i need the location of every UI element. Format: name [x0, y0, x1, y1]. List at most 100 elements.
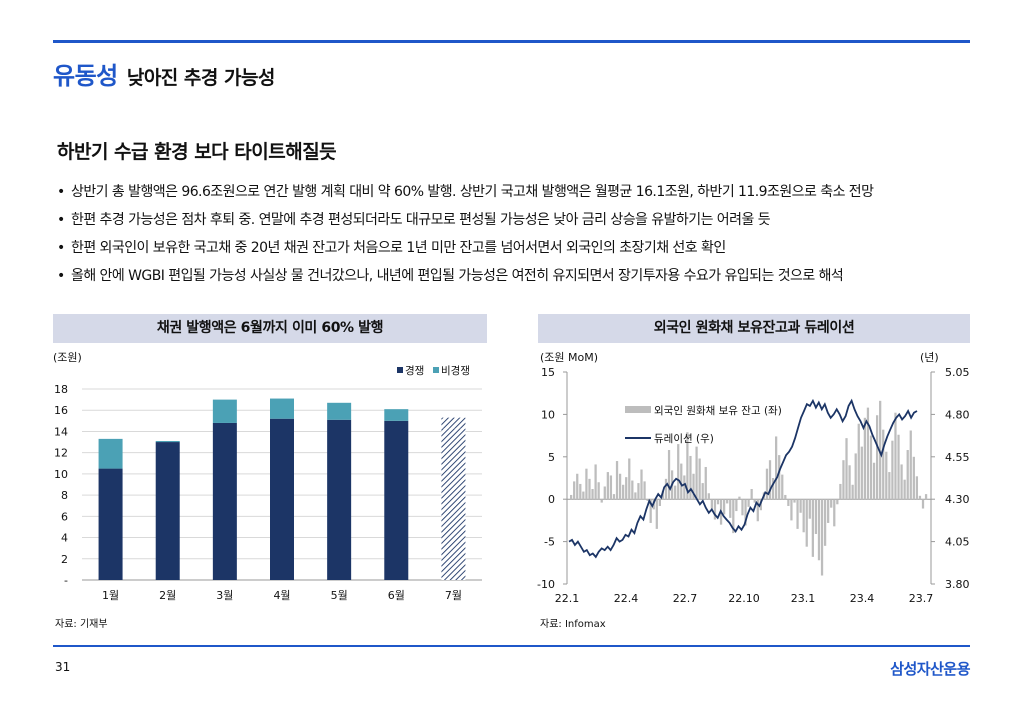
- holding-bar: [771, 478, 775, 500]
- holding-bar: [906, 450, 909, 500]
- holding-bar: [637, 483, 640, 500]
- page-title-main: 유동성: [53, 62, 118, 90]
- holding-bar: [833, 499, 836, 527]
- section-heading: 하반기 수급 환경 보다 타이트해질듯: [57, 141, 337, 163]
- holding-bar: [655, 499, 658, 529]
- right-left-tick-label: 5: [548, 451, 555, 464]
- page-title: 유동성 낮아진 추경 가능성: [53, 56, 275, 91]
- bar-competitive: [327, 419, 352, 580]
- holding-bar: [698, 458, 701, 500]
- holding-bar: [603, 486, 606, 500]
- right-x-tick-label: 23.4: [850, 592, 875, 605]
- right-left-tick-label: 10: [541, 408, 555, 421]
- bullet-dot: •: [57, 240, 65, 256]
- right-chart-title: 외국인 원화채 보유잔고과 듀레이션: [538, 314, 970, 343]
- holding-bar: [894, 412, 897, 500]
- right-combo-chart: 15 10 5 0 -5 -10 5.05 4.80 4.55 4.30 4.05 3.80 22.1 2…: [537, 366, 969, 605]
- left-x-tick-label: 1월: [102, 589, 119, 602]
- holding-bar: [811, 499, 814, 557]
- holding-bar: [618, 473, 622, 500]
- bar-competitive: [212, 422, 237, 580]
- holding-bar: [667, 450, 671, 500]
- left-y-tick-label: 12: [54, 447, 68, 460]
- bar-competitive: [384, 420, 409, 580]
- left-y-tick-label: -: [64, 574, 68, 587]
- right-x-tick-label: 23.1: [791, 592, 816, 605]
- left-x-tick-label: 6월: [388, 589, 405, 602]
- right-unit-left: (조원 MoM): [540, 351, 598, 364]
- right-x-tick-label: 22.1: [555, 592, 580, 605]
- holding-bar: [799, 499, 802, 513]
- holding-bar: [579, 483, 582, 500]
- right-unit-right: (년): [920, 351, 939, 364]
- bullet-list: • 상반기 총 발행액은 96.6조원으로 연간 발행 계획 대비 약 60% 발…: [57, 178, 874, 290]
- left-y-tick-label: 6: [61, 510, 68, 523]
- top-rule: [53, 40, 970, 43]
- holding-bar: [591, 489, 594, 500]
- holding-bar: [646, 499, 649, 501]
- holding-bar: [701, 483, 704, 500]
- holding-bar: [594, 464, 597, 500]
- holding-bar: [612, 494, 616, 500]
- bullet-text: 한편 추경 가능성은 점차 후퇴 중. 연말에 추경 편성되더라도 대규모로 편…: [71, 212, 771, 228]
- holding-bar: [897, 434, 900, 500]
- page-title-subtitle: 낮아진 추경 가능성: [126, 67, 276, 89]
- bullet-item: • 한편 추경 가능성은 점차 후퇴 중. 연말에 추경 편성되더라도 대규모로 …: [57, 206, 873, 234]
- holding-bar: [787, 499, 790, 506]
- left-y-tick-label: 14: [54, 425, 68, 438]
- holding-bar: [909, 430, 912, 500]
- holding-bar: [570, 494, 573, 500]
- bar-noncompetitive: [98, 438, 123, 469]
- left-chart-title: 채권 발행액은 6월까지 이미 60% 발행: [53, 314, 487, 343]
- holding-bar: [741, 499, 744, 516]
- holding-bar: [677, 444, 680, 500]
- holding-bar: [573, 481, 576, 500]
- holding-bar: [863, 417, 867, 500]
- legend-swatch: [397, 367, 403, 373]
- legend-label-holdings: 외국인 원화채 보유 잔고 (좌): [654, 405, 782, 417]
- right-x-tick-label: 22.4: [614, 592, 639, 605]
- holding-bar: [738, 496, 741, 500]
- right-left-tick-label: -5: [544, 536, 555, 549]
- holding-bar: [820, 499, 824, 576]
- holding-bar: [732, 499, 735, 534]
- left-y-tick-label: 8: [61, 489, 68, 502]
- holding-bar: [781, 474, 784, 500]
- right-right-tick-label: 5.05: [945, 366, 970, 379]
- holding-bar: [827, 499, 830, 523]
- holding-bar: [778, 455, 781, 500]
- holding-bar: [753, 499, 756, 503]
- duration-line: [568, 398, 918, 559]
- bar-competitive: [155, 442, 180, 580]
- holding-bar: [839, 483, 842, 500]
- holding-bar: [726, 499, 729, 504]
- holding-bar: [805, 499, 808, 547]
- bar-noncompetitive: [441, 417, 466, 429]
- bullet-dot: •: [57, 268, 65, 284]
- holding-bar: [649, 499, 652, 523]
- holding-bar: [722, 499, 726, 515]
- holding-bar: [615, 461, 619, 500]
- holding-bar: [576, 473, 579, 500]
- bar-competitive: [441, 428, 466, 580]
- right-x-tick-label: 22.10: [728, 592, 760, 605]
- holding-bar: [808, 499, 811, 519]
- holding-bar: [848, 465, 851, 500]
- holding-bar: [680, 463, 683, 500]
- left-y-tick-label: 18: [54, 383, 68, 396]
- right-x-tick-label: 23.7: [909, 592, 934, 605]
- holding-bar: [768, 460, 772, 500]
- bullet-item: • 올해 안에 WGBI 편입될 가능성 사실상 물 건너갔으나, 내년에 편입될…: [57, 262, 873, 290]
- holding-bar: [793, 499, 796, 503]
- holding-bar: [710, 499, 714, 509]
- holding-bar: [802, 499, 805, 533]
- holding-bar: [674, 485, 677, 500]
- legend-swatch: [433, 367, 439, 373]
- holding-bar: [582, 491, 585, 500]
- left-y-tick-label: 2: [61, 553, 68, 566]
- left-y-tick-label: 16: [54, 404, 68, 417]
- bar-noncompetitive: [212, 399, 237, 423]
- bullet-dot: •: [57, 184, 65, 200]
- right-left-tick-label: -10: [537, 578, 555, 591]
- holding-bar: [900, 464, 903, 500]
